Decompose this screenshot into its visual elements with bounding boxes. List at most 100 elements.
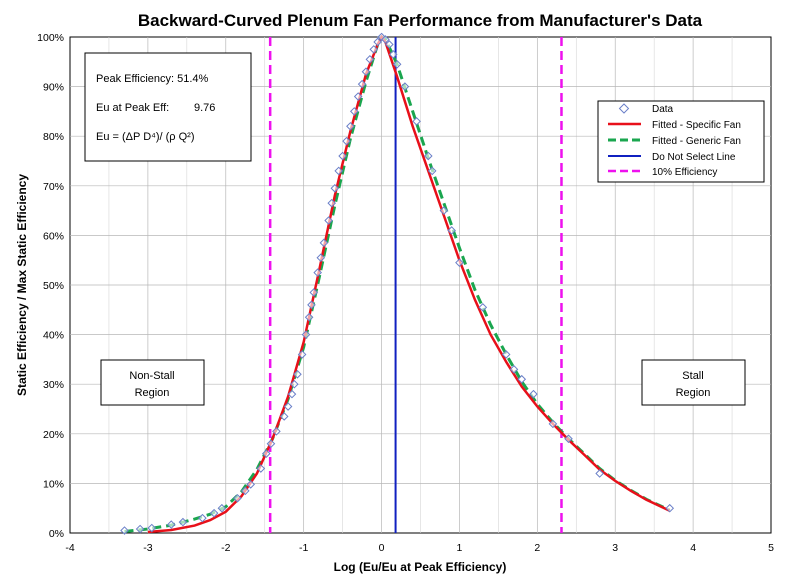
data-point xyxy=(385,40,394,49)
data-point xyxy=(665,503,675,513)
data-point xyxy=(338,151,347,161)
x-tick-label: 0 xyxy=(379,542,385,554)
data-point xyxy=(233,493,242,503)
data-point xyxy=(361,67,371,77)
data-point xyxy=(353,92,363,101)
data-point xyxy=(365,55,375,64)
data-point xyxy=(564,434,573,444)
data-point xyxy=(412,117,421,126)
data-point xyxy=(517,374,527,384)
data-point xyxy=(256,464,266,473)
data-point xyxy=(304,312,314,322)
stall-line1: Stall xyxy=(682,370,703,382)
legend-ten-percent-label: 10% Efficiency xyxy=(652,167,717,178)
data-point xyxy=(447,226,456,235)
legend: Data Fitted - Specific Fan Fitted - Gene… xyxy=(597,100,765,183)
data-point xyxy=(501,350,511,359)
data-point xyxy=(120,526,129,535)
data-point xyxy=(287,389,297,399)
data-point xyxy=(316,253,326,263)
legend-data-label: Data xyxy=(652,104,674,115)
y-tick-label: 10% xyxy=(43,478,64,490)
data-point xyxy=(309,288,319,297)
data-point xyxy=(342,136,351,146)
x-tick-label: -2 xyxy=(221,542,230,554)
data-point xyxy=(324,216,333,225)
data-point xyxy=(423,151,433,161)
data-point xyxy=(279,412,289,421)
curves-layer xyxy=(124,34,671,534)
x-tick-label: -4 xyxy=(65,542,74,554)
data-point xyxy=(240,486,250,496)
data-point xyxy=(529,389,538,399)
data-point xyxy=(595,469,604,478)
data-point xyxy=(147,523,157,533)
y-tick-label: 90% xyxy=(43,82,64,94)
y-tick-label: 80% xyxy=(43,131,64,143)
data-point xyxy=(455,258,464,267)
data-point xyxy=(369,45,379,54)
vertical-lines-layer xyxy=(268,37,563,533)
y-tick-label: 60% xyxy=(43,230,64,242)
legend-generic-label: Fitted - Generic Fan xyxy=(652,136,741,147)
data-point xyxy=(439,206,449,215)
data-point xyxy=(290,379,299,389)
x-tick-label: 3 xyxy=(612,542,618,554)
data-point xyxy=(327,198,337,208)
data-point xyxy=(301,330,311,339)
data-point xyxy=(307,300,316,310)
data-point xyxy=(209,508,219,518)
data-point xyxy=(392,59,402,69)
x-tick-label: 5 xyxy=(768,542,774,554)
chart-title: Backward-Curved Plenum Fan Performance f… xyxy=(138,11,703,30)
data-point xyxy=(266,439,276,449)
x-tick-label: 2 xyxy=(534,542,540,554)
data-point xyxy=(377,32,386,42)
x-tick-label: 4 xyxy=(690,542,696,554)
y-axis-label: Static Efficiency / Max Static Efficienc… xyxy=(15,174,29,396)
data-point xyxy=(381,35,390,44)
data-point xyxy=(293,369,302,379)
non-stall-frame xyxy=(100,359,205,406)
formula-text: Eu = (ΔP D⁴)/ (ρ Q²) xyxy=(96,131,195,143)
data-point xyxy=(178,517,188,527)
y-tick-label: 0% xyxy=(49,528,64,540)
data-point xyxy=(427,166,437,176)
data-point xyxy=(478,303,488,312)
data-point xyxy=(217,503,227,513)
non-stall-line1: Non-Stall xyxy=(129,370,174,382)
data-point xyxy=(346,121,355,131)
info-box-frame xyxy=(84,52,252,162)
data-point xyxy=(261,449,271,458)
data-point xyxy=(198,513,207,523)
y-tick-label: 50% xyxy=(43,280,64,292)
x-axis-label: Log (Eu/Eu at Peak Efficiency) xyxy=(334,560,507,574)
info-box: Peak Efficiency: 51.4% Eu at Peak Eff: 9… xyxy=(84,52,252,162)
fitted-specific-curve xyxy=(147,34,671,534)
data-point xyxy=(283,402,293,411)
eu-value-text: 9.76 xyxy=(194,102,215,114)
data-point xyxy=(400,82,410,91)
legend-do-not-select-label: Do Not Select Line xyxy=(652,152,736,163)
data-points-layer xyxy=(120,32,675,535)
legend-specific-label: Fitted - Specific Fan xyxy=(652,120,741,131)
eu-label-text: Eu at Peak Eff: xyxy=(96,102,169,114)
data-point xyxy=(388,50,398,59)
y-tick-label: 70% xyxy=(43,181,64,193)
data-point xyxy=(246,480,256,489)
non-stall-line2: Region xyxy=(135,387,170,399)
data-point xyxy=(166,520,176,529)
data-point xyxy=(548,419,558,429)
data-point xyxy=(330,183,340,193)
data-point xyxy=(319,238,329,248)
peak-efficiency-text: Peak Efficiency: 51.4% xyxy=(96,73,209,85)
data-point xyxy=(135,524,145,534)
non-stall-region-box: Non-Stall Region xyxy=(100,359,205,406)
y-tick-label: 40% xyxy=(43,330,64,342)
stall-region-box: Stall Region xyxy=(641,359,746,406)
tick-labels-layer: -4 -3 -2 -1 0 1 2 3 4 50%10%20%30%40%50%60%70%80%… xyxy=(37,32,774,554)
data-point xyxy=(349,107,359,116)
x-tick-label: -1 xyxy=(299,542,308,554)
x-tick-label: 1 xyxy=(457,542,463,554)
